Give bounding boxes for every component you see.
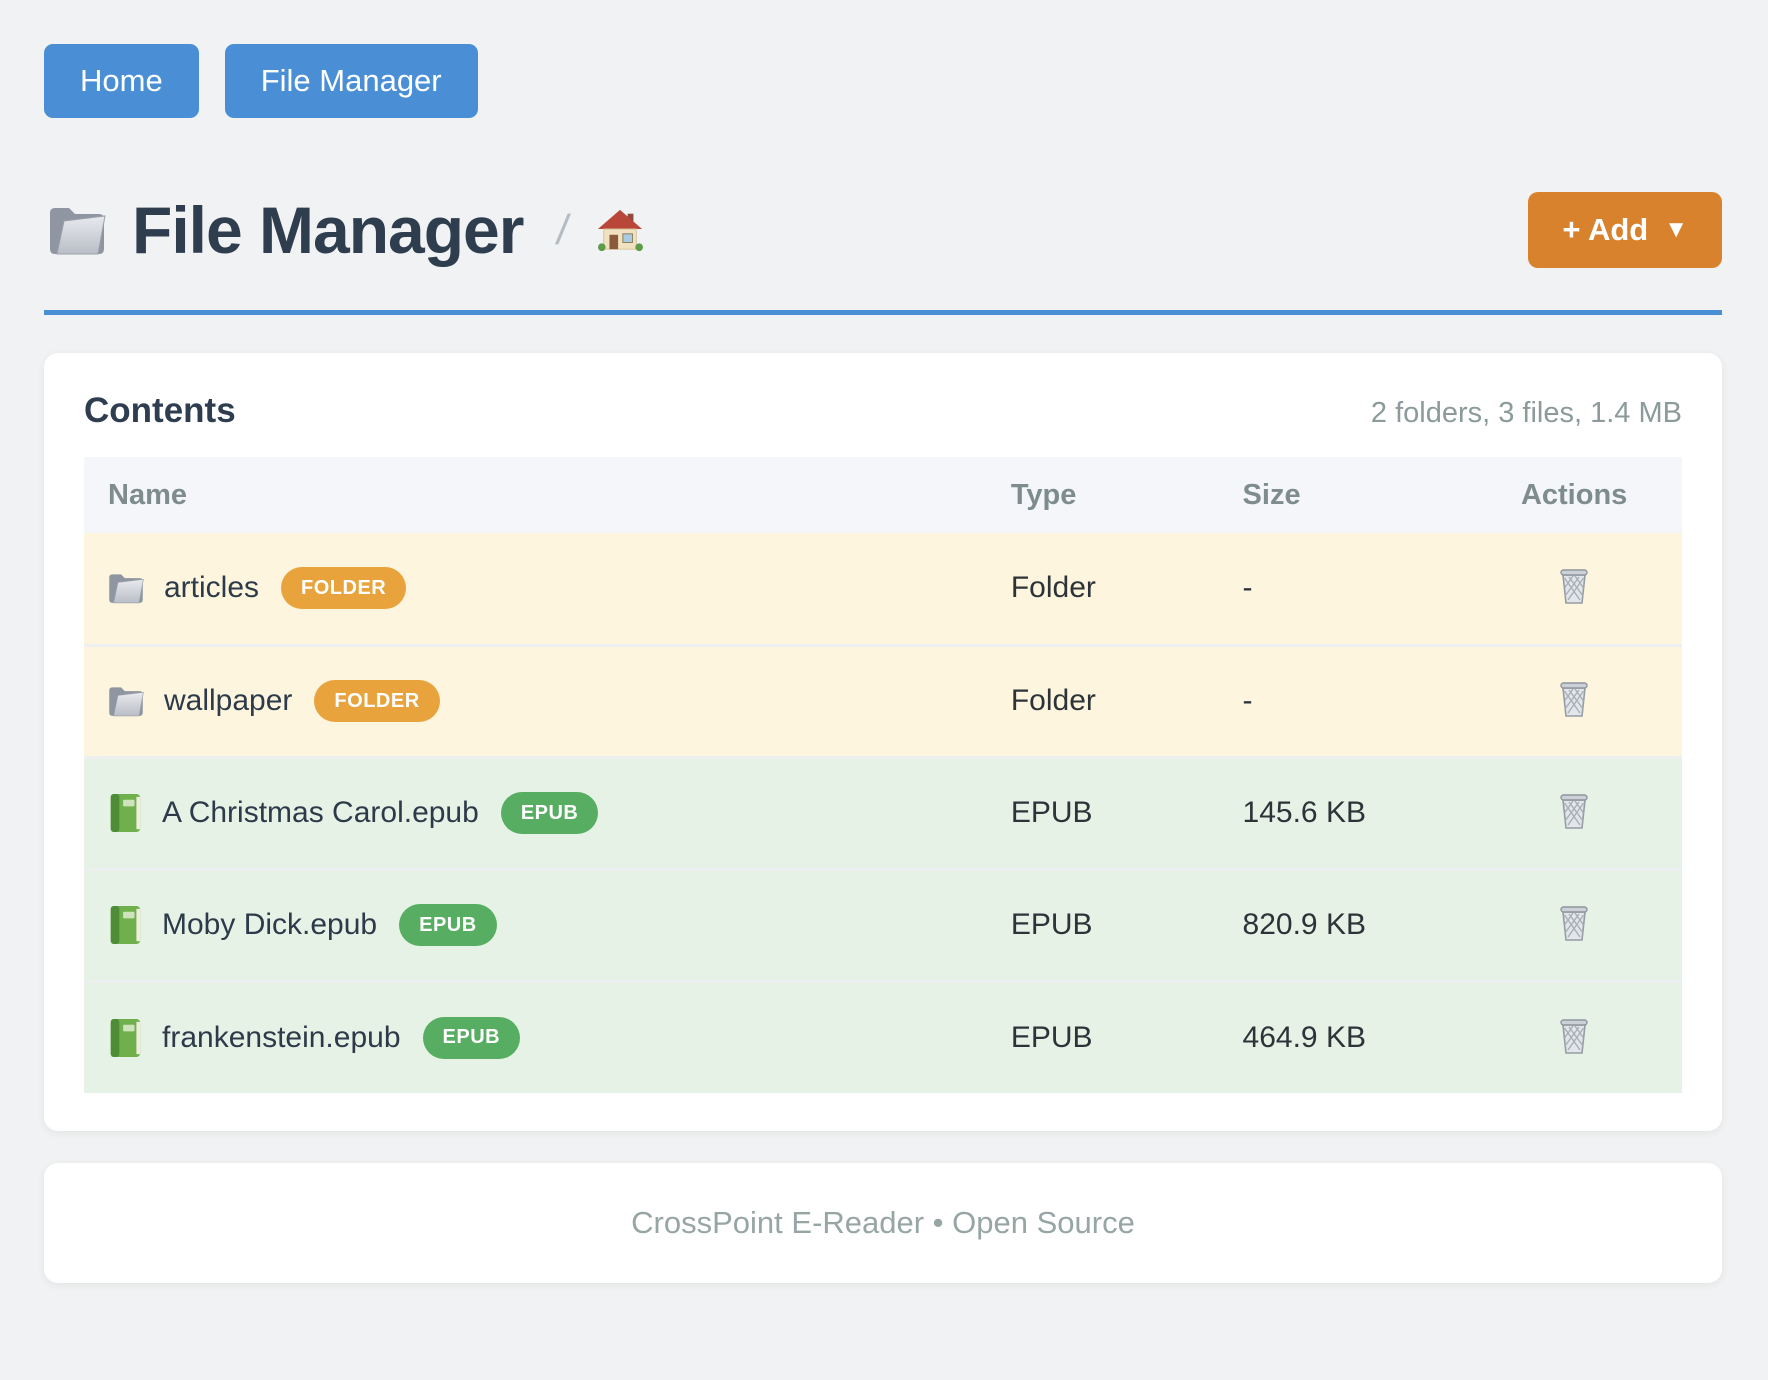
trash-icon: [1556, 903, 1592, 943]
column-header-type: Type: [1011, 457, 1243, 533]
contents-title: Contents: [84, 391, 236, 431]
title-divider: [44, 310, 1722, 315]
trash-icon: [1556, 1016, 1592, 1056]
type-badge: FOLDER: [281, 567, 406, 609]
file-size: 464.9 KB: [1243, 981, 1467, 1093]
file-type: EPUB: [1011, 981, 1243, 1093]
file-name-link[interactable]: Moby Dick.epub: [162, 908, 377, 942]
file-size: -: [1243, 645, 1467, 757]
delete-button[interactable]: [1552, 787, 1596, 835]
files-table: Name Type Size Actions articles FOLDER F…: [84, 457, 1682, 1093]
file-name-link[interactable]: frankenstein.epub: [162, 1021, 401, 1055]
contents-card: Contents 2 folders, 3 files, 1.4 MB Name…: [44, 353, 1722, 1131]
table-row: frankenstein.epub EPUB EPUB 464.9 KB: [84, 981, 1682, 1093]
contents-summary: 2 folders, 3 files, 1.4 MB: [1371, 397, 1682, 430]
trash-icon: [1556, 791, 1592, 831]
delete-button[interactable]: [1552, 1012, 1596, 1060]
top-nav: Home File Manager: [44, 44, 1722, 118]
file-name-link[interactable]: wallpaper: [164, 684, 292, 718]
delete-button[interactable]: [1552, 675, 1596, 723]
folder-icon: [106, 683, 146, 719]
book-icon: [106, 1017, 144, 1059]
column-header-name: Name: [84, 457, 1011, 533]
type-badge: EPUB: [423, 1017, 521, 1059]
file-size: 820.9 KB: [1243, 869, 1467, 981]
table-row: articles FOLDER Folder -: [84, 533, 1682, 645]
footer-card: CrossPoint E-Reader • Open Source: [44, 1163, 1722, 1283]
file-type: EPUB: [1011, 757, 1243, 869]
delete-button[interactable]: [1552, 899, 1596, 947]
table-row: wallpaper FOLDER Folder -: [84, 645, 1682, 757]
table-row: Moby Dick.epub EPUB EPUB 820.9 KB: [84, 869, 1682, 981]
footer-text: CrossPoint E-Reader • Open Source: [631, 1205, 1135, 1241]
book-icon: [106, 792, 144, 834]
book-icon: [106, 904, 144, 946]
table-header-row: Name Type Size Actions: [84, 457, 1682, 533]
file-manager-nav-button[interactable]: File Manager: [225, 44, 478, 118]
column-header-size: Size: [1243, 457, 1467, 533]
table-row: A Christmas Carol.epub EPUB EPUB 145.6 K…: [84, 757, 1682, 869]
folder-icon: [106, 570, 146, 606]
home-nav-button[interactable]: Home: [44, 44, 199, 118]
type-badge: FOLDER: [314, 680, 439, 722]
file-name-link[interactable]: articles: [164, 571, 259, 605]
column-header-actions: Actions: [1466, 457, 1682, 533]
delete-button[interactable]: [1552, 562, 1596, 610]
trash-icon: [1556, 679, 1592, 719]
file-manager-page: Home File Manager File Manager / + Add ▼…: [0, 0, 1768, 1283]
folder-icon: [44, 201, 110, 259]
file-name-link[interactable]: A Christmas Carol.epub: [162, 796, 479, 830]
type-badge: EPUB: [399, 904, 497, 946]
page-title: File Manager: [132, 192, 523, 268]
add-button-label: + Add: [1562, 212, 1648, 248]
chevron-down-icon: ▼: [1664, 216, 1688, 244]
file-size: 145.6 KB: [1243, 757, 1467, 869]
file-type: Folder: [1011, 533, 1243, 645]
add-button[interactable]: + Add ▼: [1528, 192, 1722, 268]
page-header: File Manager / + Add ▼: [44, 192, 1722, 268]
house-icon[interactable]: [597, 208, 643, 252]
file-size: -: [1243, 533, 1467, 645]
breadcrumb-separator: /: [554, 206, 572, 254]
file-type: Folder: [1011, 645, 1243, 757]
file-type: EPUB: [1011, 869, 1243, 981]
type-badge: EPUB: [501, 792, 599, 834]
trash-icon: [1556, 566, 1592, 606]
